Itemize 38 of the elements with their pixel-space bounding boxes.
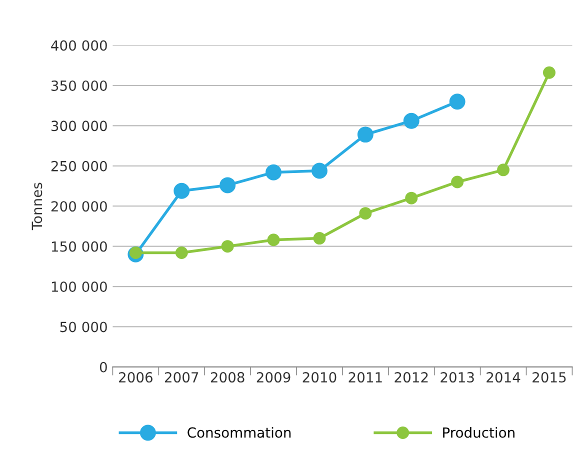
- point: [542, 66, 556, 79]
- point: [174, 182, 190, 199]
- x-tick-label: 2014: [486, 372, 520, 383]
- point: [497, 164, 510, 176]
- x-tick-label: 2009: [256, 372, 290, 383]
- legend-label: Consommation: [188, 427, 291, 438]
- point: [359, 207, 372, 220]
- y-tick-label: 50 000: [60, 322, 107, 332]
- x-tick-label: 2010: [302, 372, 336, 383]
- y-tick-label: 150 000: [52, 241, 107, 252]
- point: [449, 94, 466, 110]
- y-tick-label: 300 000: [51, 120, 107, 132]
- point: [220, 177, 236, 194]
- point: [451, 176, 464, 188]
- x-tick-label: 2006: [119, 372, 152, 383]
- y-tick-label: 100 000: [52, 281, 107, 292]
- legend-label: Production: [443, 427, 514, 438]
- point: [221, 240, 234, 253]
- x-tick-label: 2007: [164, 372, 198, 383]
- point: [403, 112, 420, 129]
- x-tick-label: 2011: [348, 372, 382, 383]
- y-tick-label: 250 000: [51, 160, 107, 172]
- point: [313, 232, 326, 245]
- point: [357, 126, 374, 143]
- point: [266, 164, 282, 180]
- point: [312, 162, 328, 179]
- point: [175, 246, 188, 259]
- y-tick-label: 350 000: [51, 80, 107, 91]
- y-tick-label: 200 000: [51, 201, 107, 212]
- y-tick-label: 400 000: [51, 40, 107, 51]
- x-tick-label: 2013: [440, 372, 474, 383]
- y-tick-label: 0: [100, 362, 107, 372]
- point: [267, 234, 280, 246]
- x-tick-label: 2008: [210, 372, 244, 383]
- x-tick-label: 2012: [394, 372, 428, 383]
- x-tick-label: 2015: [532, 372, 566, 383]
- y-axis-title: Tonnes: [32, 182, 42, 230]
- point: [405, 192, 418, 204]
